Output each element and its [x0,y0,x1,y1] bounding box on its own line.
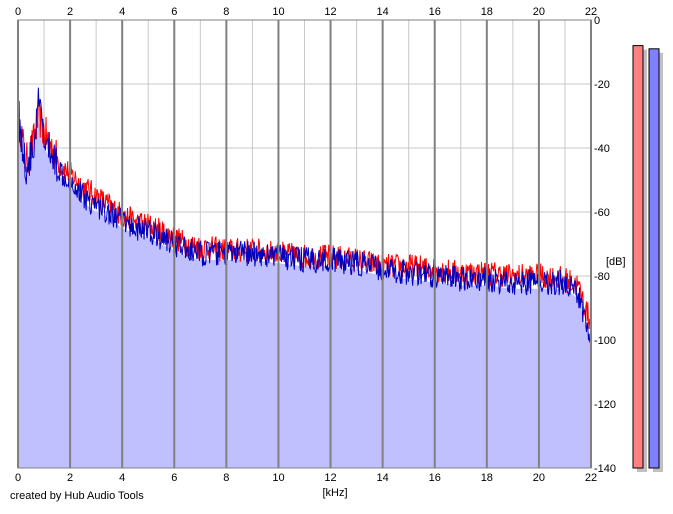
y-tick-label: 0 [594,15,600,27]
level-meter-1 [648,48,660,469]
y-tick-label: -20 [594,79,610,91]
y-axis-label: [dB] [606,256,626,268]
meter-layer [632,45,663,473]
x-tick-label-bottom: 12 [324,472,336,484]
x-tick-label-top: 12 [324,6,336,18]
y-tick-label: -80 [594,271,610,283]
y-tick-label: -100 [594,335,616,347]
y-tick-label: -140 [594,463,616,475]
x-tick-label-bottom: 14 [377,472,389,484]
x-tick-label-bottom: 0 [15,472,21,484]
credit-text: created by Hub Audio Tools [10,490,144,502]
x-tick-label-top: 18 [481,6,493,18]
y-tick-label: -60 [594,207,610,219]
x-tick-label-top: 4 [119,6,125,18]
x-tick-label-top: 0 [15,6,21,18]
x-tick-label-top: 14 [377,6,389,18]
y-tick-label: -40 [594,143,610,155]
x-tick-label-bottom: 6 [171,472,177,484]
tick-layer: 002244668810101212141416161818202022220-… [15,6,616,484]
x-tick-label-top: 20 [533,6,545,18]
x-tick-label-top: 10 [272,6,284,18]
x-tick-label-bottom: 8 [223,472,229,484]
area-layer [18,122,591,469]
level-meter-0 [632,45,644,469]
x-tick-label-bottom: 20 [533,472,545,484]
x-tick-label-top: 2 [67,6,73,18]
plot-border [17,19,592,469]
x-tick-label-top: 6 [171,6,177,18]
x-tick-label-bottom: 22 [585,472,597,484]
x-tick-label-bottom: 10 [272,472,284,484]
series-layer [17,87,592,349]
x-axis-label: [kHz] [322,487,347,499]
x-tick-label-bottom: 2 [67,472,73,484]
x-tick-label-top: 16 [429,6,441,18]
spectrum-fill [18,122,591,469]
x-tick-label-top: 22 [585,6,597,18]
y-tick-label: -120 [594,399,616,411]
x-tick-label-bottom: 4 [119,472,125,484]
x-tick-label-bottom: 18 [481,472,493,484]
x-tick-label-bottom: 16 [429,472,441,484]
series-line-1 [17,87,592,349]
x-tick-label-top: 8 [223,6,229,18]
